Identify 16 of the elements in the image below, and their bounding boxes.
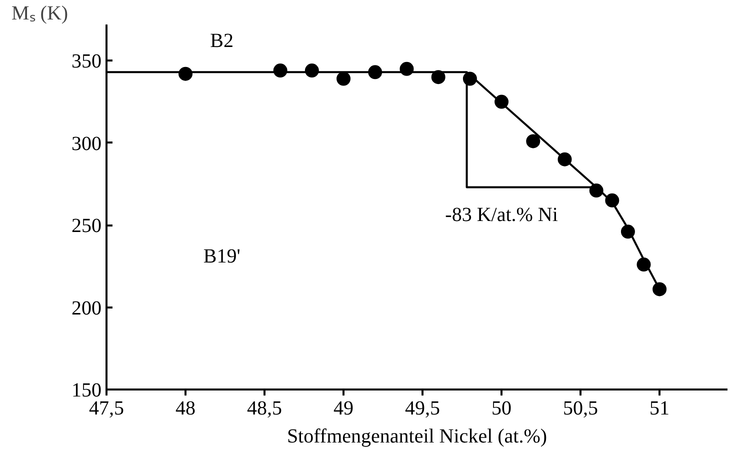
x-tick-label: 49	[334, 398, 354, 420]
x-tick-label: 48,5	[247, 398, 282, 420]
x-tick-label: 49,5	[405, 398, 440, 420]
y-axis-title: Mₛ (K)	[12, 2, 68, 24]
y-tick-label: 200	[72, 297, 102, 320]
x-tick-label: 48	[176, 398, 196, 420]
x-axis-title: Stoffmengenanteil Nickel (at.%)	[286, 426, 548, 448]
y-tick-label: 250	[72, 215, 102, 238]
y-tick-label: 300	[72, 132, 102, 155]
annotation: B19'	[203, 245, 240, 268]
annotation: B2	[210, 30, 234, 52]
y-tick-label: 350	[72, 50, 102, 73]
x-tick-label: 50,5	[563, 398, 598, 420]
annotation: -83 K/at.% Ni	[445, 204, 558, 226]
x-tick-label: 51	[650, 398, 670, 420]
x-tick-label: 50	[492, 398, 512, 420]
